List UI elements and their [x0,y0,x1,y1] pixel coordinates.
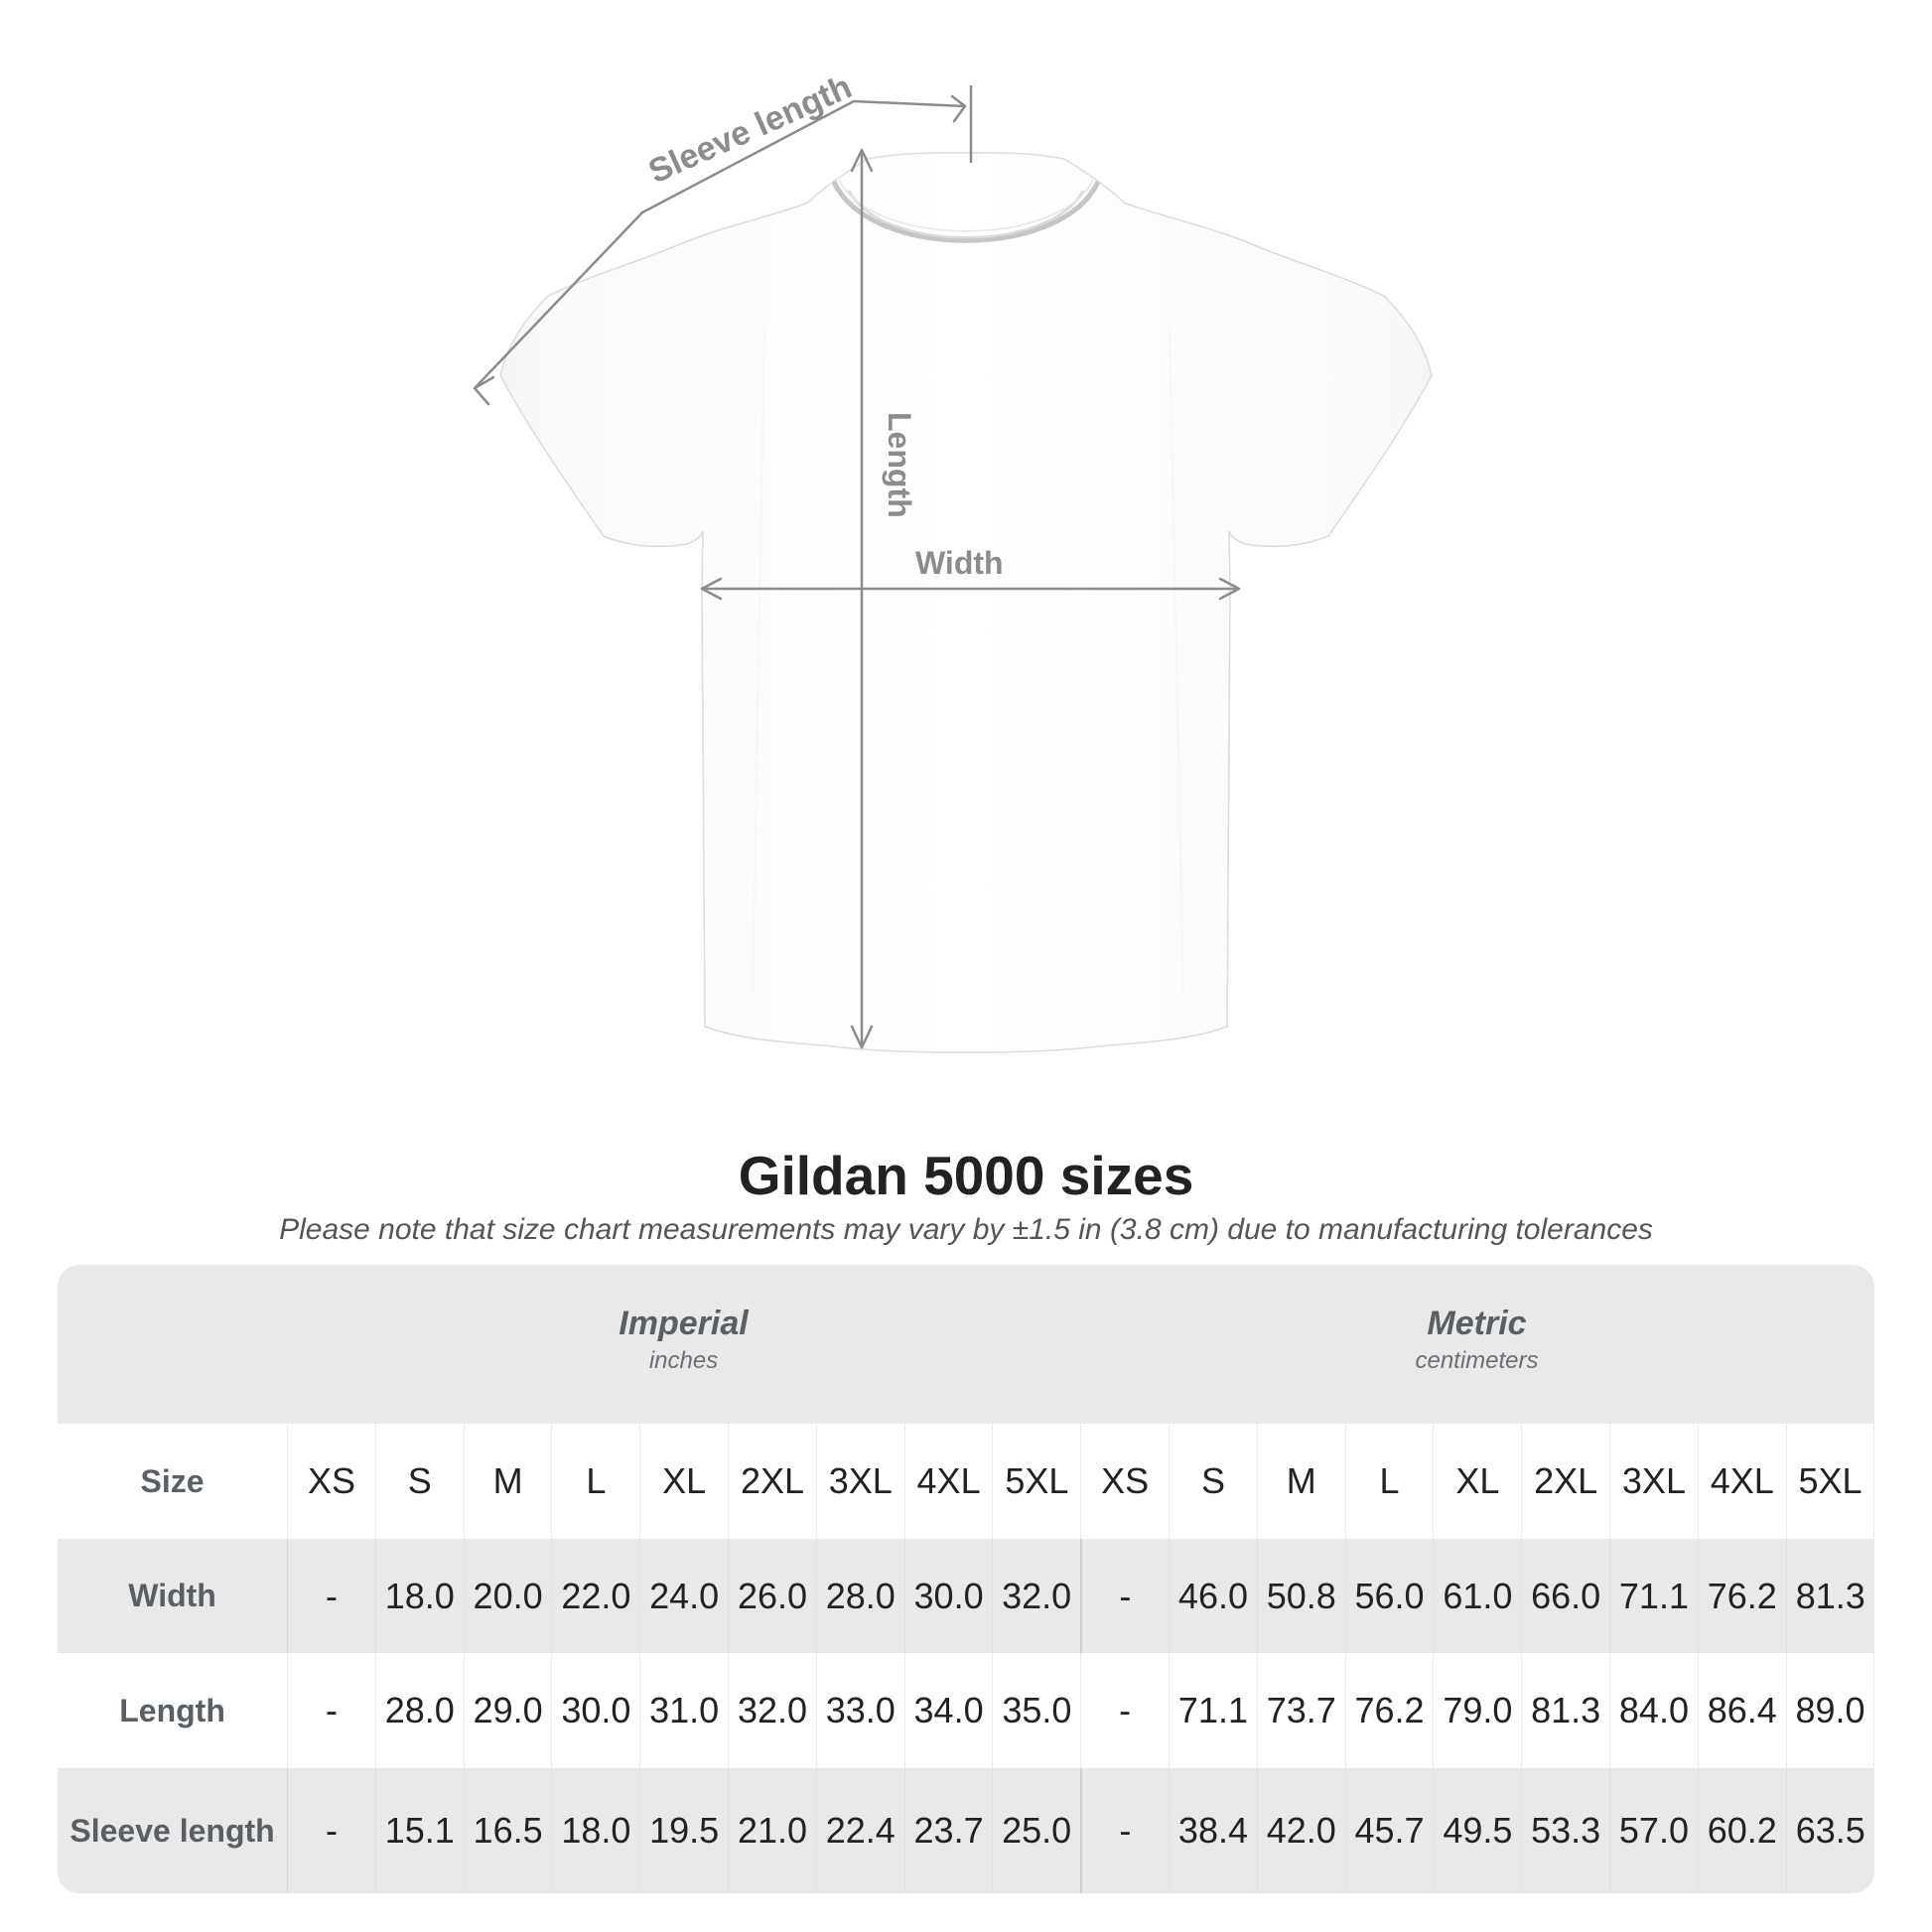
svg-text:Length: Length [882,412,917,518]
svg-text:Sleeve length: Sleeve length [643,68,858,191]
svg-text:Width: Width [915,545,1004,581]
